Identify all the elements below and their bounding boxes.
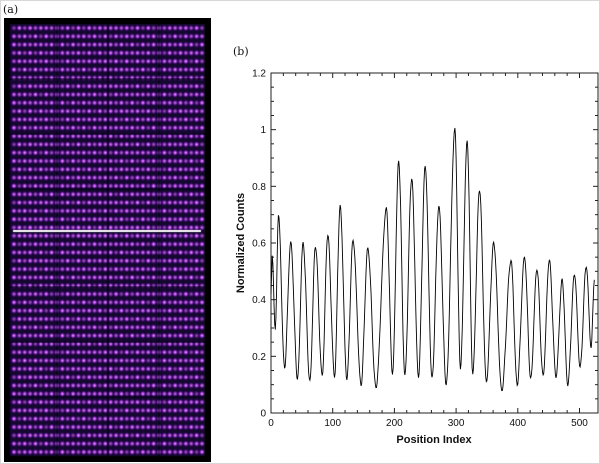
x-tick-label: 0	[268, 418, 274, 429]
x-tick-label: 500	[571, 418, 588, 429]
panel-b-label: (b)	[233, 45, 249, 58]
y-tick-label: 0.4	[252, 295, 266, 306]
x-tick-label: 400	[509, 418, 526, 429]
y-tick-label: 0.8	[252, 182, 266, 193]
plot-frame	[270, 72, 599, 414]
panel-a-label: (a)	[3, 3, 19, 16]
y-tick-label: 0.2	[252, 352, 266, 363]
x-tick-label: 100	[324, 418, 341, 429]
y-tick-label: 0.6	[252, 239, 266, 250]
flood-map-image	[4, 18, 211, 462]
y-axis-label: Normalized Counts	[235, 193, 247, 293]
x-tick-label: 200	[386, 418, 403, 429]
x-axis-label: Position Index	[396, 434, 472, 446]
y-tick-label: 0	[260, 409, 266, 420]
x-tick-label: 300	[448, 418, 465, 429]
y-tick-label: 1	[260, 125, 266, 136]
y-tick-label: 1.2	[252, 69, 266, 80]
series-line	[270, 127, 595, 392]
